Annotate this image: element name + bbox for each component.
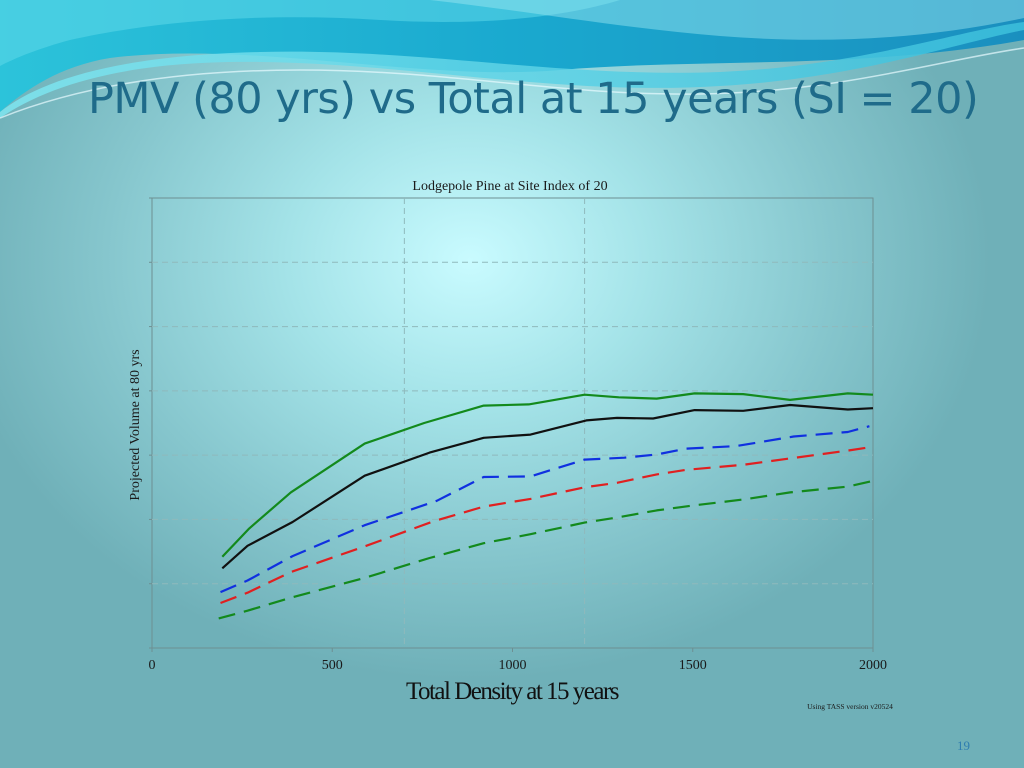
- series-line: [220, 425, 870, 594]
- axes: 0 500 1000 1500 2000: [149, 197, 887, 673]
- x-axis-label: Total Density at 15 years: [406, 678, 619, 705]
- y-axis-label: Projected Volume at 80 yrs: [128, 349, 143, 500]
- x-tick-label: 1000: [499, 658, 527, 673]
- chart-footnote: Using TASS version v20524: [807, 702, 893, 711]
- x-tick-label: 2000: [859, 658, 887, 673]
- page-number: 19: [957, 738, 970, 753]
- grid-lines: [152, 198, 873, 648]
- series-line: [220, 445, 874, 605]
- x-tick-label: 0: [149, 658, 156, 673]
- x-tick-label: 1500: [679, 658, 707, 673]
- decorative-wave-banner: [0, 0, 1024, 119]
- series-line: [221, 392, 874, 558]
- series-lines: [218, 392, 874, 620]
- series-line: [218, 479, 874, 620]
- plot-area-frame: [151, 197, 874, 649]
- series-line: [221, 403, 874, 570]
- chart-title: Lodgepole Pine at Site Index of 20: [412, 179, 607, 194]
- x-tick-label: 500: [322, 658, 343, 673]
- slide-title: PMV (80 yrs) vs Total at 15 years (SI = …: [88, 74, 979, 124]
